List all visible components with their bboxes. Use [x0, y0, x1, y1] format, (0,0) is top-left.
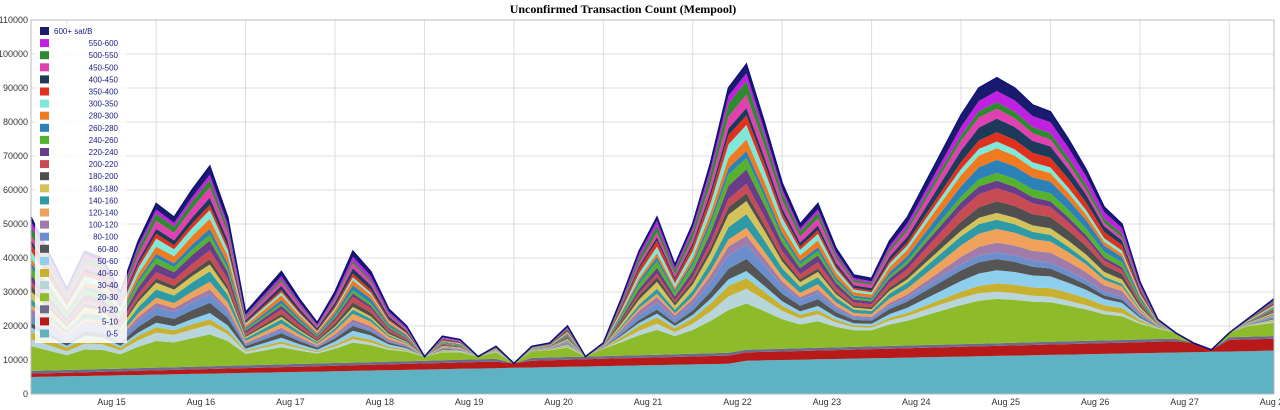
y-tick-label: 100000 [0, 49, 28, 59]
legend-label: 200-220 [89, 160, 119, 169]
x-tick-label: Aug 28 [1260, 397, 1280, 407]
area-series-10-20 [31, 336, 1274, 374]
legend-swatch [40, 329, 49, 338]
legend-swatch [40, 172, 49, 181]
legend-swatch [40, 256, 49, 265]
y-tick-label: 20000 [3, 321, 28, 331]
legend-label: 350-400 [89, 88, 119, 97]
legend-swatch [40, 111, 49, 120]
legend-label: 60-80 [98, 245, 119, 254]
legend-swatch [40, 220, 49, 229]
legend-swatch [40, 99, 49, 108]
legend-swatch [40, 135, 49, 144]
legend-label: 500-550 [89, 51, 119, 60]
legend-label: 40-50 [98, 269, 119, 278]
legend-label: 180-200 [89, 172, 119, 181]
y-tick-label: 90000 [3, 83, 28, 93]
legend-label: 140-160 [89, 196, 119, 205]
legend-swatch [40, 123, 49, 132]
legend-swatch [40, 232, 49, 241]
area-series-80-100 [31, 244, 1274, 364]
area-series-100-120 [31, 235, 1274, 364]
legend-swatch [40, 317, 49, 326]
legend-swatch [40, 305, 49, 314]
legend-label: 20-30 [98, 293, 119, 302]
x-tick-label: Aug 15 [97, 397, 126, 407]
legend-label: 80-100 [93, 233, 118, 242]
legend-swatch [40, 75, 49, 84]
area-series-30-40 [31, 288, 1274, 364]
legend-label: 260-280 [89, 124, 119, 133]
legend-label: 300-350 [89, 100, 119, 109]
y-tick-label: 50000 [3, 219, 28, 229]
x-tick-label: Aug 18 [365, 397, 394, 407]
y-tick-label: 60000 [3, 185, 28, 195]
legend-label: 30-40 [98, 281, 119, 290]
x-tick-label: Aug 17 [276, 397, 305, 407]
y-tick-label: 80000 [3, 117, 28, 127]
legend-swatch [40, 51, 49, 60]
legend-swatch [40, 87, 49, 96]
y-tick-label: 0 [23, 389, 28, 399]
legend-swatch [40, 281, 49, 290]
legend-label: 5-10 [102, 317, 119, 326]
legend-label: 120-140 [89, 209, 119, 218]
y-tick-label: 40000 [3, 253, 28, 263]
x-tick-label: Aug 24 [902, 397, 931, 407]
legend-label: 600+ sat/B [54, 27, 92, 36]
total-line [30, 62, 1275, 365]
x-tick-label: Aug 22 [723, 397, 752, 407]
legend-label: 550-600 [89, 39, 119, 48]
y-tick-label: 110000 [0, 15, 28, 25]
legend-label: 0-5 [106, 330, 118, 339]
legend-background [35, 23, 127, 343]
x-tick-label: Aug 26 [1081, 397, 1110, 407]
legend-swatch [40, 148, 49, 156]
legend-swatch [40, 293, 49, 302]
legend-swatch [40, 269, 49, 277]
x-tick-label: Aug 25 [991, 397, 1020, 407]
legend-swatch [40, 63, 49, 72]
legend-label: 50-60 [98, 257, 119, 266]
chart-title: Unconfirmed Transaction Count (Mempool) [510, 2, 737, 16]
x-tick-label: Aug 16 [187, 397, 216, 407]
legend-swatch [40, 244, 49, 253]
area-series-60-80 [31, 258, 1274, 364]
legend-swatch [40, 196, 49, 205]
x-tick-label: Aug 19 [455, 397, 484, 407]
stacked-areas [31, 64, 1274, 394]
legend-label: 450-500 [89, 63, 119, 72]
area-series-5-10 [31, 338, 1274, 377]
legend-label: 240-260 [89, 136, 119, 145]
area-series-0-5 [31, 350, 1274, 394]
legend-swatch [40, 160, 49, 169]
x-tick-label: Aug 23 [813, 397, 842, 407]
area-series-40-50 [31, 278, 1274, 364]
legend-swatch [40, 27, 49, 35]
legend-label: 280-300 [89, 112, 119, 121]
area-series-50-60 [31, 270, 1274, 364]
legend-label: 10-20 [98, 305, 119, 314]
plot-frame [30, 19, 1275, 395]
y-axis: 0 10000 20000 30000 40000 50000 60000 70000 8000… [0, 15, 28, 399]
legend-label: 400-450 [89, 75, 119, 84]
legend-swatch [40, 39, 49, 48]
y-tick-label: 70000 [3, 151, 28, 161]
y-tick-label: 30000 [3, 287, 28, 297]
legend-swatch [40, 184, 49, 193]
x-tick-label: Aug 27 [1170, 397, 1199, 407]
area-series-20-30 [31, 298, 1274, 371]
legend-label: 220-240 [89, 148, 119, 157]
x-axis: Aug 15 Aug 16 Aug 17 Aug 18 Aug 19 Aug 20 Aug … [97, 397, 1280, 407]
legend-label: 100-120 [89, 221, 119, 230]
legend: 600+ sat/B 550-600 500-550 450-500 400-450 35… [35, 23, 127, 343]
legend-label: 160-180 [89, 184, 119, 193]
x-tick-label: Aug 21 [634, 397, 663, 407]
y-tick-label: 10000 [3, 355, 28, 365]
legend-swatch [40, 208, 49, 217]
x-tick-label: Aug 20 [544, 397, 573, 407]
